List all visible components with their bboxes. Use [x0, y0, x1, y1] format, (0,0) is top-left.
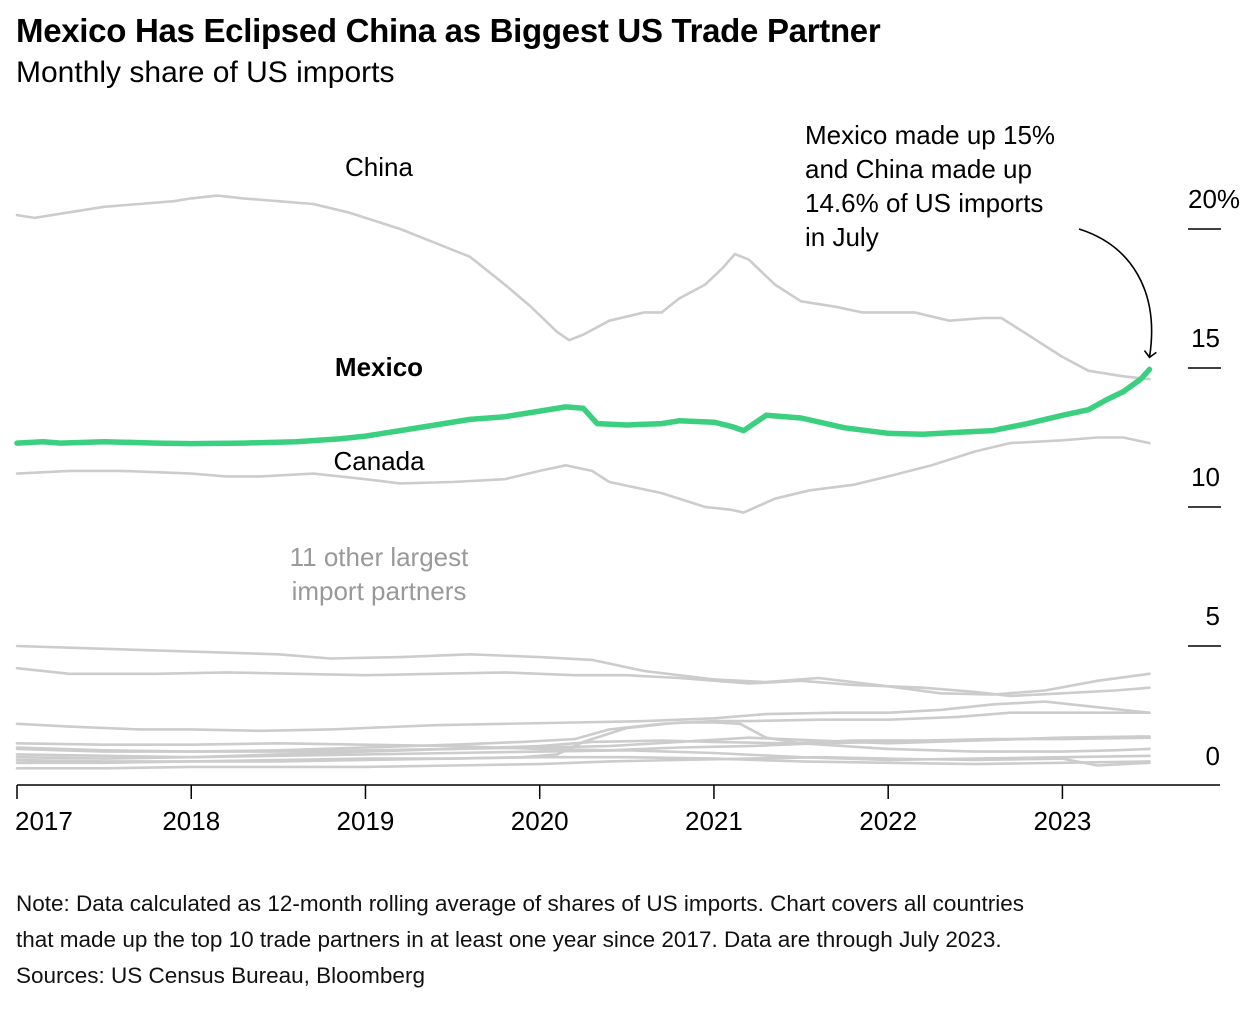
annotation-text: and China made up [805, 154, 1032, 184]
series-label-mexico: Mexico [335, 352, 423, 382]
series-label-canada: Canada [333, 446, 425, 476]
series-line-other-partner [15, 644, 1151, 696]
axes: 2017 2018 2019 2020 2021 2022 2023 0 5 10 15 20% [15, 184, 1240, 836]
note-line: that made up the top 10 trade partners i… [16, 927, 1002, 952]
y-tick-label: 20% [1188, 184, 1240, 214]
annotation: Mexico made up 15% and China made up 14.6%… [805, 120, 1157, 359]
x-tick-label: 2022 [859, 806, 917, 836]
series-line-canada [15, 436, 1151, 514]
main-partner-lines [14, 194, 1153, 514]
series-line-china [15, 194, 1151, 381]
x-tick-label: 2017 [15, 806, 73, 836]
other-partners-label: import partners [292, 576, 467, 606]
series-line-other-partner [15, 736, 1151, 752]
series-line-other-partner [15, 700, 1151, 733]
series-line-other-partner [15, 755, 1151, 770]
y-tick-label: 5 [1206, 601, 1220, 631]
chart-title: Mexico Has Eclipsed China as Biggest US … [16, 12, 881, 49]
series-line-other-partner [15, 755, 1151, 766]
chart-note: Note: Data calculated as 12-month rollin… [16, 886, 1024, 994]
annotation-text: in July [805, 222, 879, 252]
series-line-other-partner [15, 666, 1151, 698]
x-tick-label: 2021 [685, 806, 743, 836]
series-labels: China Mexico Canada 11 other largest import … [290, 152, 470, 606]
annotation-arrow [1078, 228, 1157, 359]
other-partners-label: 11 other largest [290, 542, 470, 572]
series-line-other-partner [15, 749, 1151, 762]
annotation-text: Mexico made up 15% [805, 120, 1055, 150]
series-line-other-partner [15, 721, 1151, 765]
annotation-text: 14.6% of US imports [805, 188, 1043, 218]
note-line: Note: Data calculated as 12-month rollin… [16, 891, 1024, 916]
other-partners-lines [15, 644, 1151, 770]
y-tick-label: 0 [1206, 741, 1220, 771]
x-tick-label: 2019 [337, 806, 395, 836]
x-tick-label: 2023 [1033, 806, 1091, 836]
y-tick-label: 10 [1191, 462, 1220, 492]
sources-line: Sources: US Census Bureau, Bloomberg [16, 963, 425, 988]
x-tick-label: 2018 [162, 806, 220, 836]
x-tick-label: 2020 [511, 806, 569, 836]
series-label-china: China [345, 152, 413, 182]
chart-subtitle: Monthly share of US imports [16, 56, 395, 89]
series-line-mexico [14, 366, 1153, 447]
y-tick-label: 15 [1191, 323, 1220, 353]
